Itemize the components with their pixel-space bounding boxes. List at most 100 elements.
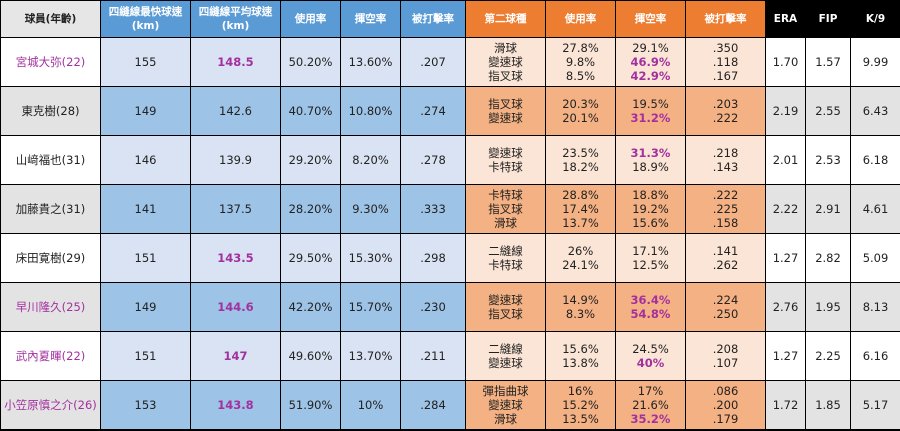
cell-line: .224: [712, 293, 739, 307]
table-cell: 彈指曲球 變速球 滑球: [465, 380, 546, 430]
table-cell: 2.55: [805, 86, 851, 136]
table-cell: 9.99: [850, 37, 900, 87]
table-row: 山﨑福也(31) 146 139.9 29.20% 8.20% .278 變速球 卡特球 23.…: [0, 135, 900, 185]
table-cell: 28.20%: [280, 184, 341, 234]
cell-line: 42.9%: [630, 69, 671, 83]
table-cell: .333: [400, 184, 466, 234]
column-header: 揮空率: [615, 0, 686, 38]
table-cell: 24.5% 40%: [615, 331, 686, 381]
table-cell: 15.70%: [340, 282, 401, 332]
table-cell: 2.25: [805, 331, 851, 381]
table-cell: 8.13: [850, 282, 900, 332]
table-row: 小笠原慎之介(26) 153 143.8 51.90% 10% .284 彈指曲球 變速球 滑球…: [0, 380, 900, 430]
cell-line: .143: [712, 160, 739, 174]
table-cell: 1.72: [765, 380, 806, 430]
table-cell: 1.95: [805, 282, 851, 332]
cell-line: 20.3%: [562, 97, 599, 111]
table-cell: 14.9% 8.3%: [545, 282, 616, 332]
cell-line: 15.2%: [562, 398, 599, 412]
cell-line: 卡特球: [488, 160, 523, 174]
table-row: 武內夏暉(22) 151 147 49.60% 13.70% .211 二縫線 變速球 15.6…: [0, 331, 900, 381]
cell-line: 24.5%: [632, 342, 669, 356]
table-cell: 149: [100, 282, 191, 332]
cell-line: .222: [712, 188, 739, 202]
table-cell: .224.250: [685, 282, 766, 332]
player-name: 床田寛樹(29): [0, 233, 101, 283]
table-cell: 143.8: [190, 380, 281, 430]
table-cell: 17.1% 12.5%: [615, 233, 686, 283]
cell-line: 40%: [636, 356, 665, 370]
table-cell: .298: [400, 233, 466, 283]
table-cell: 29.50%: [280, 233, 341, 283]
table-cell: .230: [400, 282, 466, 332]
cell-line: 13.7%: [562, 216, 599, 230]
cell-line: 卡特球: [488, 258, 523, 272]
cell-line: 29.1%: [632, 41, 669, 55]
table-cell: 29.1% 46.9% 42.9%: [615, 37, 686, 87]
cell-line: 指叉球: [488, 307, 523, 321]
cell-line: 31.3%: [630, 146, 671, 160]
cell-line: 17%: [637, 384, 664, 398]
cell-line: 18.2%: [562, 160, 599, 174]
cell-line: 變速球: [488, 293, 523, 307]
table-cell: 20.3% 20.1%: [545, 86, 616, 136]
cell-line: 19.2%: [632, 202, 669, 216]
cell-line: 滑球: [494, 41, 517, 55]
table-cell: 50.20%: [280, 37, 341, 87]
cell-line: 13.8%: [562, 356, 599, 370]
table-cell: 155: [100, 37, 191, 87]
cell-line: 14.9%: [562, 293, 599, 307]
table-cell: 1.85: [805, 380, 851, 430]
column-header: K/9: [850, 0, 900, 38]
column-header: 四縫線平均球速(km): [190, 0, 281, 38]
table-cell: 31.3% 18.9%: [615, 135, 686, 185]
cell-line: 28.8%: [562, 188, 599, 202]
player-name: 武內夏暉(22): [0, 331, 101, 381]
table-cell: 42.20%: [280, 282, 341, 332]
table-cell: 4.61: [850, 184, 900, 234]
player-name: 早川隆久(25): [0, 282, 101, 332]
table-cell: 6.16: [850, 331, 900, 381]
table-cell: 137.5: [190, 184, 281, 234]
table-cell: 變速球 指叉球: [465, 282, 546, 332]
cell-line: 24.1%: [562, 258, 599, 272]
table-cell: 40.70%: [280, 86, 341, 136]
table-cell: 卡特球 指叉球 滑球: [465, 184, 546, 234]
cell-line: .179: [712, 412, 739, 426]
cell-line: .203: [712, 97, 739, 111]
cell-line: 36.4%: [630, 293, 671, 307]
table-cell: 147: [190, 331, 281, 381]
table-cell: 27.8% 9.8% 8.5%: [545, 37, 616, 87]
table-cell: .284: [400, 380, 466, 430]
table-cell: 148.5: [190, 37, 281, 87]
header-row: 球員(年齡) 四縫線最快球速(km) 四縫線平均球速(km) 使用率 揮空率 被打擊率 第二…: [0, 0, 900, 38]
table-cell: 2.19: [765, 86, 806, 136]
cell-line: 變速球: [488, 111, 523, 125]
cell-line: .250: [712, 307, 739, 321]
table-cell: 26% 24.1%: [545, 233, 616, 283]
player-name: 加藤貴之(31): [0, 184, 101, 234]
cell-line: 變速球: [488, 146, 523, 160]
cell-line: .200: [712, 398, 739, 412]
table-cell: .350.118.167: [685, 37, 766, 87]
column-header: 使用率: [280, 0, 341, 38]
table-row: 東克樹(28) 149 142.6 40.70% 10.80% .274 指叉球 變速球 20.…: [0, 86, 900, 136]
cell-line: 15.6%: [632, 216, 669, 230]
cell-line: 15.6%: [562, 342, 599, 356]
table-cell: 51.90%: [280, 380, 341, 430]
table-cell: 1.27: [765, 233, 806, 283]
cell-line: .208: [712, 342, 739, 356]
table-cell: .086.200.179: [685, 380, 766, 430]
cell-line: 35.2%: [630, 412, 671, 426]
table-cell: 9.30%: [340, 184, 401, 234]
table-cell: 17% 21.6% 35.2%: [615, 380, 686, 430]
cell-line: 27.8%: [562, 41, 599, 55]
table-cell: 5.17: [850, 380, 900, 430]
table-cell: .218.143: [685, 135, 766, 185]
column-header: 使用率: [545, 0, 616, 38]
table-row: 宮城大弥(22) 155 148.5 50.20% 13.60% .207 滑球 變速球 指叉球…: [0, 37, 900, 87]
table-cell: 二縫線 卡特球: [465, 233, 546, 283]
table-cell: .141.262: [685, 233, 766, 283]
cell-line: .218: [712, 146, 739, 160]
